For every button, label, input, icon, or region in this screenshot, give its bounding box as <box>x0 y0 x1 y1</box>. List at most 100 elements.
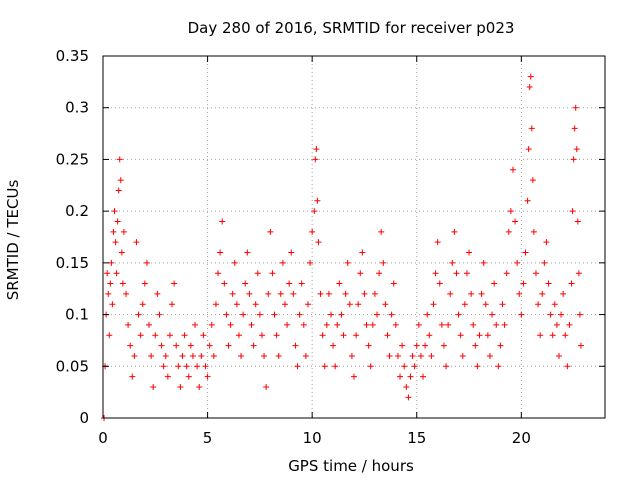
data-point <box>361 290 368 297</box>
data-point <box>330 342 337 349</box>
data-point <box>493 321 500 328</box>
data-point <box>340 332 347 339</box>
data-point <box>250 342 257 349</box>
data-point <box>558 311 565 318</box>
data-point <box>240 311 247 318</box>
data-point <box>455 311 462 318</box>
data-point <box>127 342 134 349</box>
data-point <box>415 321 422 328</box>
data-point <box>525 146 532 153</box>
data-point <box>480 259 487 266</box>
data-point <box>169 301 176 308</box>
data-point <box>417 352 424 359</box>
data-point <box>382 301 389 308</box>
data-point <box>175 363 182 370</box>
data-point <box>472 342 479 349</box>
data-point <box>401 363 408 370</box>
data-point <box>474 363 481 370</box>
data-point <box>355 301 362 308</box>
data-point <box>148 352 155 359</box>
data-point <box>529 177 536 184</box>
data-point <box>405 394 412 401</box>
data-point <box>566 321 573 328</box>
data-point <box>208 321 215 328</box>
data-point <box>334 321 341 328</box>
data-point <box>445 321 452 328</box>
data-point <box>162 352 169 359</box>
data-point <box>392 321 399 328</box>
x-tick-label: 10 <box>303 429 322 447</box>
axis-ticks <box>102 55 605 419</box>
data-point <box>482 301 489 308</box>
data-point <box>202 363 209 370</box>
data-point <box>499 301 506 308</box>
data-point <box>574 218 581 225</box>
data-point <box>117 177 124 184</box>
data-point <box>568 280 575 287</box>
data-point <box>461 301 468 308</box>
data-point <box>336 280 343 287</box>
data-point <box>286 280 293 287</box>
data-point <box>223 311 230 318</box>
data-point <box>242 280 249 287</box>
data-point <box>541 259 548 266</box>
data-point <box>428 352 435 359</box>
data-point <box>196 383 203 390</box>
data-point <box>518 311 525 318</box>
data-point <box>470 321 477 328</box>
data-point <box>118 249 125 256</box>
y-tick-label: 0.25 <box>56 150 89 168</box>
data-point <box>229 290 236 297</box>
x-tick-label: 15 <box>407 429 426 447</box>
data-point <box>112 239 119 246</box>
data-point <box>503 270 510 277</box>
y-tick-label: 0.2 <box>65 202 89 220</box>
data-point <box>327 311 334 318</box>
data-point <box>156 311 163 318</box>
data-point <box>384 332 391 339</box>
data-point <box>135 311 142 318</box>
data-point <box>572 104 579 111</box>
data-point <box>397 373 404 380</box>
data-point <box>430 301 437 308</box>
data-point <box>489 311 496 318</box>
data-point <box>321 363 328 370</box>
data-point <box>109 301 116 308</box>
data-point <box>166 332 173 339</box>
data-point <box>486 352 493 359</box>
data-point <box>497 342 504 349</box>
data-point <box>125 321 132 328</box>
data-point <box>555 352 562 359</box>
data-point <box>227 321 234 328</box>
data-point <box>380 259 387 266</box>
data-point <box>312 156 319 163</box>
data-point <box>514 259 521 266</box>
data-point <box>113 270 120 277</box>
data-point <box>146 321 153 328</box>
data-point <box>123 290 130 297</box>
data-point <box>468 290 475 297</box>
data-point <box>332 363 339 370</box>
data-point <box>187 342 194 349</box>
data-point <box>244 249 251 256</box>
data-point <box>420 373 427 380</box>
data-point <box>530 228 537 235</box>
data-point <box>204 373 211 380</box>
data-point <box>353 332 360 339</box>
data-point <box>403 383 410 390</box>
data-point <box>549 332 556 339</box>
data-point <box>571 125 578 132</box>
data-point <box>365 342 372 349</box>
data-point <box>407 373 414 380</box>
data-point <box>539 290 546 297</box>
data-point <box>258 332 265 339</box>
data-point <box>181 332 188 339</box>
grid-lines <box>103 56 605 418</box>
data-point <box>273 332 280 339</box>
data-point <box>351 373 357 380</box>
data-point <box>275 352 282 359</box>
data-point <box>309 228 316 235</box>
data-point <box>254 270 261 277</box>
data-point <box>210 352 217 359</box>
